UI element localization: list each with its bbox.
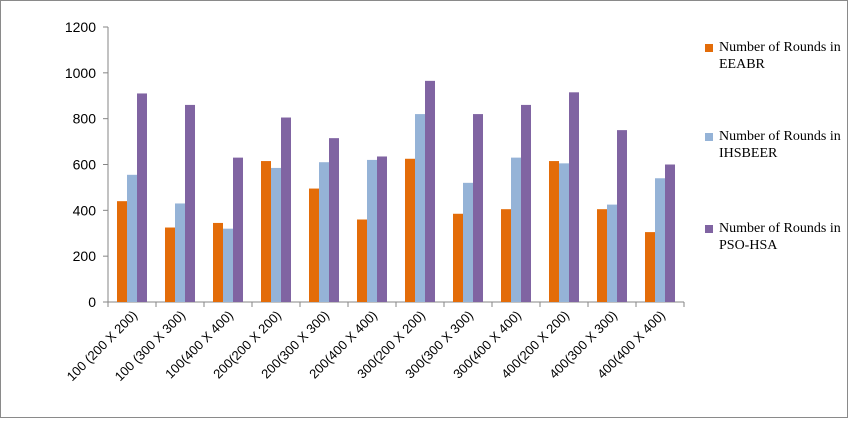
legend-swatch-eeabr [705,44,713,52]
bar-series-1-cat-0 [127,174,137,302]
y-tick-label: 0 [88,294,96,310]
bar-series-1-cat-8 [511,157,521,302]
bar-series-0-cat-5 [357,219,367,302]
bar-series-0-cat-8 [501,209,511,302]
bar-series-1-cat-10 [607,204,617,302]
bar-series-2-cat-2 [233,157,243,302]
bar-series-2-cat-10 [617,130,627,302]
bar-series-1-cat-11 [655,178,665,302]
legend-label-eeabr: Number of Rounds in EEABR [719,40,841,72]
bar-series-2-cat-1 [185,104,195,303]
bar-series-0-cat-11 [645,232,655,302]
bar-series-0-cat-7 [453,213,463,302]
bar-series-1-cat-3 [271,167,281,302]
bar-series-0-cat-1 [165,227,175,302]
legend-swatch-pso-hsa [705,225,713,233]
legend: Number of Rounds in EEABR Number of Roun… [705,1,847,417]
bar-series-0-cat-10 [597,209,607,302]
y-tick-label: 800 [73,111,97,127]
bar-series-1-cat-2 [223,228,233,302]
bar-series-1-cat-5 [367,159,377,302]
bar-series-1-cat-6 [415,114,425,302]
bars-group [117,80,675,303]
y-tick-label: 200 [73,248,97,264]
bar-series-2-cat-9 [569,92,579,302]
bar-series-2-cat-6 [425,80,435,303]
y-tick-label: 400 [73,202,97,218]
bar-series-0-cat-2 [213,222,223,302]
bar-series-0-cat-3 [261,161,271,302]
bar-series-2-cat-11 [665,164,675,302]
bar-series-1-cat-1 [175,203,185,302]
y-tick-label: 600 [73,157,97,173]
bar-series-1-cat-9 [559,163,569,302]
bar-series-2-cat-8 [521,104,531,303]
legend-swatch-ihsbeer [705,133,713,141]
y-axis-ticks: 0 200 400 600 800 1000 1200 [65,19,108,310]
x-axis-ticks: 100 (200 X 200)100 (300 X 300)100(400 X … [64,302,685,384]
bar-series-0-cat-4 [309,188,319,302]
bar-series-0-cat-9 [549,161,559,302]
legend-label-pso-hsa: Number of Rounds in PSO-HSA [719,221,841,253]
bar-series-2-cat-0 [137,93,147,302]
y-tick-label: 1200 [65,19,96,35]
bar-series-2-cat-4 [329,138,339,302]
legend-label-ihsbeer: Number of Rounds in IHSBEER [719,129,841,161]
bar-series-1-cat-7 [463,182,473,302]
bar-series-1-cat-4 [319,162,329,302]
bar-series-2-cat-3 [281,117,291,302]
bar-series-0-cat-6 [405,158,415,302]
bar-series-0-cat-0 [117,201,127,302]
y-tick-label: 1000 [65,65,96,81]
bar-series-2-cat-7 [473,114,483,302]
bar-series-2-cat-5 [377,156,387,302]
